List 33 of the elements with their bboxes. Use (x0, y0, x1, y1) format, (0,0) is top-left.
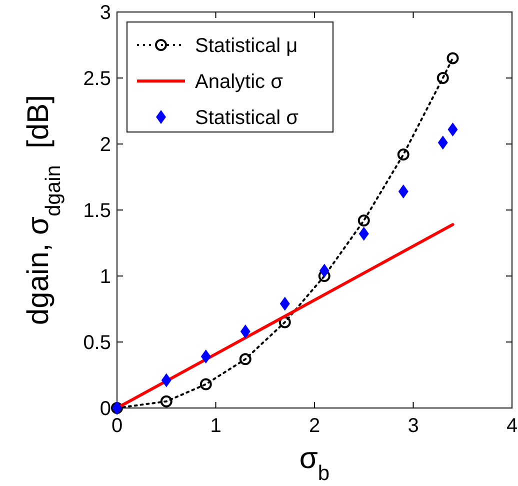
y-tick-label: 2.5 (83, 68, 111, 90)
point (160, 395, 172, 408)
y-tick-label: 1 (100, 266, 111, 288)
x-axis-title: σ$_{b}$ (299, 442, 330, 484)
point (448, 122, 458, 136)
point (398, 184, 408, 199)
y-tick-label: 0.5 (83, 332, 111, 354)
point (200, 350, 211, 364)
point (358, 214, 370, 227)
point (318, 270, 330, 282)
point (280, 296, 290, 311)
point (278, 316, 291, 328)
y-tick-label: 3 (100, 2, 111, 24)
legend-label: Analytic σ (195, 71, 284, 93)
point (319, 264, 330, 278)
x-tick-label: 3 (408, 415, 419, 437)
point (161, 373, 172, 388)
x-tick-label: 1 (210, 415, 222, 437)
y-tick-label: 1.5 (83, 200, 111, 222)
legend-label: Statistical μ (195, 35, 298, 57)
point (438, 136, 448, 150)
point (397, 148, 410, 161)
point (200, 378, 212, 390)
x-tick-label: 4 (506, 415, 518, 437)
point (446, 52, 459, 64)
point (436, 72, 449, 84)
y-tick-label: 2 (100, 134, 111, 156)
x-tick-label: 2 (308, 415, 320, 437)
point (240, 324, 250, 338)
legend-label: Statistical σ (195, 107, 300, 129)
y-tick-label: 0 (100, 398, 111, 420)
point (239, 353, 252, 366)
point (358, 226, 369, 241)
